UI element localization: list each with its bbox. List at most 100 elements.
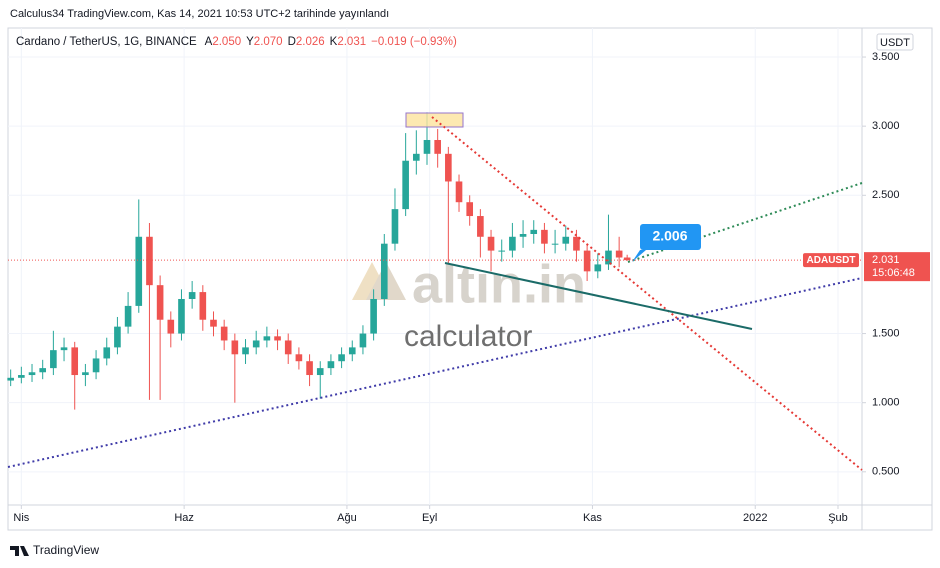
last-price-badge: [864, 252, 930, 282]
candle-body: [135, 236, 143, 306]
legend-value: 2.026: [296, 36, 325, 48]
candle-body: [530, 229, 538, 235]
legend-change: −0.019 (−0.93%): [371, 36, 457, 48]
candle-body: [146, 236, 153, 286]
candle-body: [316, 368, 324, 376]
symbol-badge: [803, 253, 859, 268]
candle-body: [210, 319, 217, 327]
candle-body: [359, 333, 367, 348]
candle-body: [583, 250, 591, 272]
candle-body: [573, 236, 580, 251]
candle-body: [445, 153, 452, 182]
candle-body: [71, 347, 79, 376]
candle-body: [167, 319, 175, 334]
candle-body: [156, 285, 164, 320]
candle-body: [594, 264, 602, 272]
candle-body: [178, 298, 185, 334]
candle-body: [274, 336, 281, 341]
x-tick-label: Ağu: [337, 512, 357, 524]
candle-body: [242, 347, 249, 355]
candle-body: [498, 250, 506, 252]
candle-body: [92, 358, 100, 373]
candle-body: [605, 250, 612, 265]
candle-body: [466, 202, 474, 217]
legend-prefix: A: [205, 36, 213, 48]
candle-body: [28, 372, 36, 376]
candle-body: [39, 368, 47, 373]
candle-body: [284, 340, 292, 355]
legend-value: 2.031: [337, 36, 366, 48]
candle-body: [623, 257, 631, 261]
legend-prefix: Y: [246, 36, 254, 48]
candle-body: [220, 326, 228, 341]
candle-body: [188, 292, 196, 299]
highlight-box: [405, 112, 464, 128]
candle-body: [252, 340, 260, 348]
footer-brand: TradingView: [33, 543, 99, 557]
y-tick-label: 1.500: [872, 327, 900, 339]
callout: [640, 224, 701, 250]
candle-body: [519, 234, 527, 237]
legend-prefix: K: [330, 36, 338, 48]
watermark-brand: altın.in: [412, 254, 586, 314]
candle-body: [541, 229, 548, 244]
x-tick-label: Eyl: [422, 512, 437, 524]
legend-value: 2.070: [254, 36, 283, 48]
candle-body: [509, 236, 516, 251]
candle-body: [18, 375, 25, 378]
currency-button[interactable]: [876, 33, 914, 51]
x-tick-label: Haz: [174, 512, 194, 524]
frame: [7, 27, 933, 531]
candle-body: [391, 209, 399, 244]
candle-body: [103, 347, 111, 359]
candle-body: [562, 236, 570, 244]
candle-body: [82, 372, 89, 376]
legend-prefix: D: [288, 36, 296, 48]
candle-body: [263, 336, 271, 341]
x-tick-label: Nis: [13, 512, 29, 524]
grid: [8, 28, 862, 505]
y-tick-label: 0.500: [872, 466, 900, 478]
published-note: Calculus34 TradingView.com, Kas 14, 2021…: [10, 8, 389, 20]
candle-body: [348, 347, 356, 355]
candle-body: [380, 243, 388, 299]
symbol-legend: Cardano / TetherUS, 1G, BINANCE A2.050 Y2.…: [16, 36, 457, 48]
candle-body: [199, 292, 207, 320]
candle-body: [423, 139, 431, 154]
symbol-name: Cardano / TetherUS, 1G, BINANCE: [16, 36, 197, 48]
logo-icon: [10, 546, 29, 556]
symbol-badge-text: ADAUSDT: [807, 255, 856, 266]
y-tick-label: 3.500: [872, 51, 900, 63]
candle-body: [295, 354, 303, 362]
y-tick-label: 3.000: [872, 120, 900, 132]
candle-body: [551, 243, 559, 245]
candle-body: [338, 354, 345, 362]
candle-body: [413, 153, 420, 161]
y-tick-label: 2.500: [872, 189, 900, 201]
candle-body: [477, 216, 484, 237]
candle-body: [455, 181, 463, 203]
candle-body: [50, 350, 57, 369]
last-price-label: 2.031: [872, 254, 900, 266]
candle-body: [327, 361, 335, 369]
candle-body: [60, 347, 68, 351]
candle-body: [370, 298, 377, 334]
candles: [7, 112, 631, 410]
x-tick-label: Şub: [828, 512, 848, 524]
candle-body: [487, 236, 495, 251]
candle-body: [434, 139, 441, 154]
currency-label[interactable]: USDT: [880, 37, 910, 49]
candle-body: [306, 361, 313, 376]
countdown: 15:06:48: [872, 267, 915, 279]
candle-body: [114, 326, 121, 348]
candle-body: [231, 340, 239, 355]
legend-value: 2.050: [212, 36, 241, 48]
x-tick-label: 2022: [743, 512, 767, 524]
callout-text: 2.006: [652, 228, 687, 244]
support-line: [7, 277, 863, 468]
y-tick-label: 1.000: [872, 397, 900, 409]
trend-line: [444, 262, 753, 330]
candle-body: [7, 377, 14, 381]
